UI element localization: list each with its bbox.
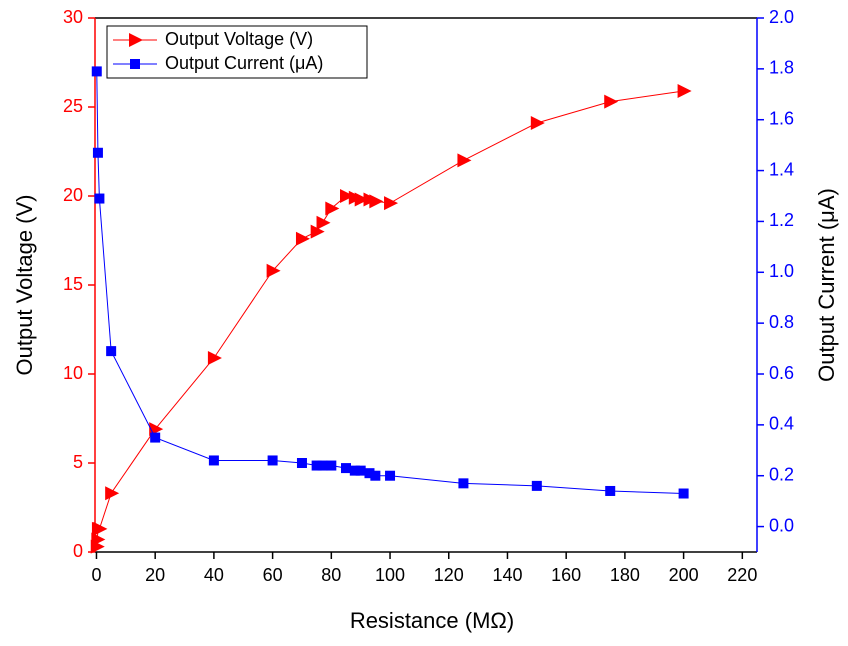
y-tick-label: 30 [63,7,83,27]
data-point [311,460,322,471]
data-point [150,432,161,443]
y2-tick-label: 0.6 [769,363,794,383]
data-point [296,458,307,468]
y-tick-label: 0 [73,541,83,561]
x-axis-title: Resistance (MΩ) [350,608,514,633]
data-point [384,196,399,211]
data-point [310,224,325,239]
data-point [457,153,472,168]
data-point [91,66,102,77]
x-tick-label: 120 [434,565,464,585]
legend-marker [129,33,143,47]
y2-tick-label: 0.2 [769,464,794,484]
data-point [207,350,222,365]
data-point [341,463,352,474]
x-tick-label: 200 [669,565,699,585]
data-point [369,194,384,209]
data-point [370,470,381,481]
y2-tick-label: 0.4 [769,414,794,434]
x-tick-label: 180 [610,565,640,585]
legend-label: Output Current (μA) [165,53,323,73]
legend-marker [130,59,140,69]
x-tick-label: 100 [375,565,405,585]
x-tick-label: 0 [91,565,101,585]
y-axis-title: Output Voltage (V) [12,195,37,376]
data-point [105,486,120,501]
y2-tick-label: 1.4 [769,159,794,179]
y2-tick-label: 2.0 [769,7,794,27]
x-tick-label: 80 [321,565,341,585]
data-point [605,485,616,496]
data-point [364,468,375,479]
x-tick-label: 140 [492,565,522,585]
data-point [93,521,108,536]
data-point [530,116,545,131]
data-point [355,465,366,476]
y2-axis-title: Output Current (μA) [814,188,839,382]
y-tick-label: 15 [63,274,83,294]
data-point [106,346,117,357]
y-tick-label: 20 [63,185,83,205]
y2-tick-label: 1.6 [769,108,794,128]
x-tick-label: 220 [727,565,757,585]
y2-tick-label: 1.0 [769,261,794,281]
data-point [266,263,281,278]
series-line [96,90,684,547]
data-point [385,470,396,481]
x-tick-label: 20 [145,565,165,585]
data-point [678,488,689,499]
data-point [94,193,105,204]
data-point [326,460,337,471]
y2-tick-label: 1.2 [769,210,794,230]
x-tick-label: 160 [551,565,581,585]
y-tick-label: 5 [73,452,83,472]
y2-tick-label: 0.0 [769,515,794,535]
data-point [349,465,360,476]
x-tick-label: 60 [263,565,283,585]
x-tick-label: 40 [204,565,224,585]
data-point [354,192,369,207]
data-point [531,480,542,491]
data-point [317,460,328,471]
data-point [92,147,103,158]
data-point [677,83,692,98]
data-point [340,189,355,203]
data-point [267,455,278,466]
series-line [96,71,684,495]
data-point [604,94,619,109]
y-tick-label: 25 [63,96,83,116]
data-point [208,455,219,466]
data-point [458,478,469,489]
y2-tick-label: 1.8 [769,58,794,78]
data-point [91,532,106,547]
y-tick-label: 10 [63,363,83,383]
data-point [295,231,310,246]
y2-tick-label: 0.8 [769,312,794,332]
legend-box [106,25,368,79]
data-point [316,215,331,230]
legend-label: Output Voltage (V) [165,29,313,49]
data-point [325,201,340,216]
